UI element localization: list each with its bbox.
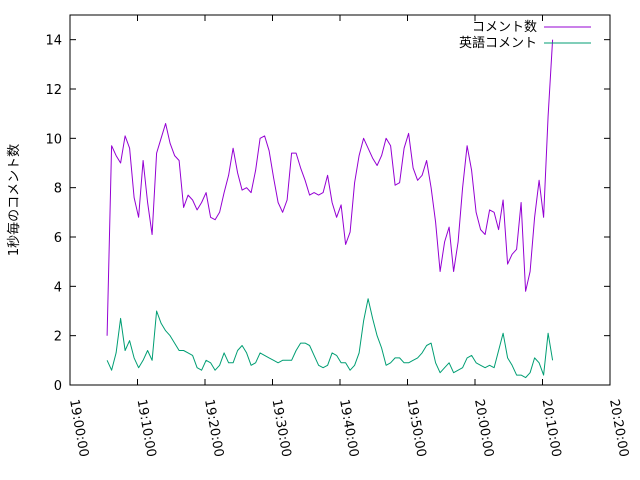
y-tick-label: 8: [54, 182, 62, 197]
series-line-1: [106, 39, 554, 336]
series-line-2: [106, 298, 554, 379]
y-tick-label: 14: [45, 34, 62, 49]
plot-frame: [69, 14, 611, 386]
legend-label: コメント数: [472, 20, 537, 35]
y-tick-label: 2: [54, 330, 62, 345]
y-tick-label: 6: [54, 231, 62, 246]
y-tick-label: 0: [54, 379, 62, 394]
y-tick-label: 10: [45, 132, 62, 147]
y-tick-label: 4: [54, 280, 62, 295]
y-axis-title: 1秒毎のコメント数: [6, 144, 22, 256]
legend-label: 英語コメント: [459, 35, 537, 51]
y-tick-label: 12: [45, 83, 62, 98]
series-layer: [106, 39, 554, 379]
